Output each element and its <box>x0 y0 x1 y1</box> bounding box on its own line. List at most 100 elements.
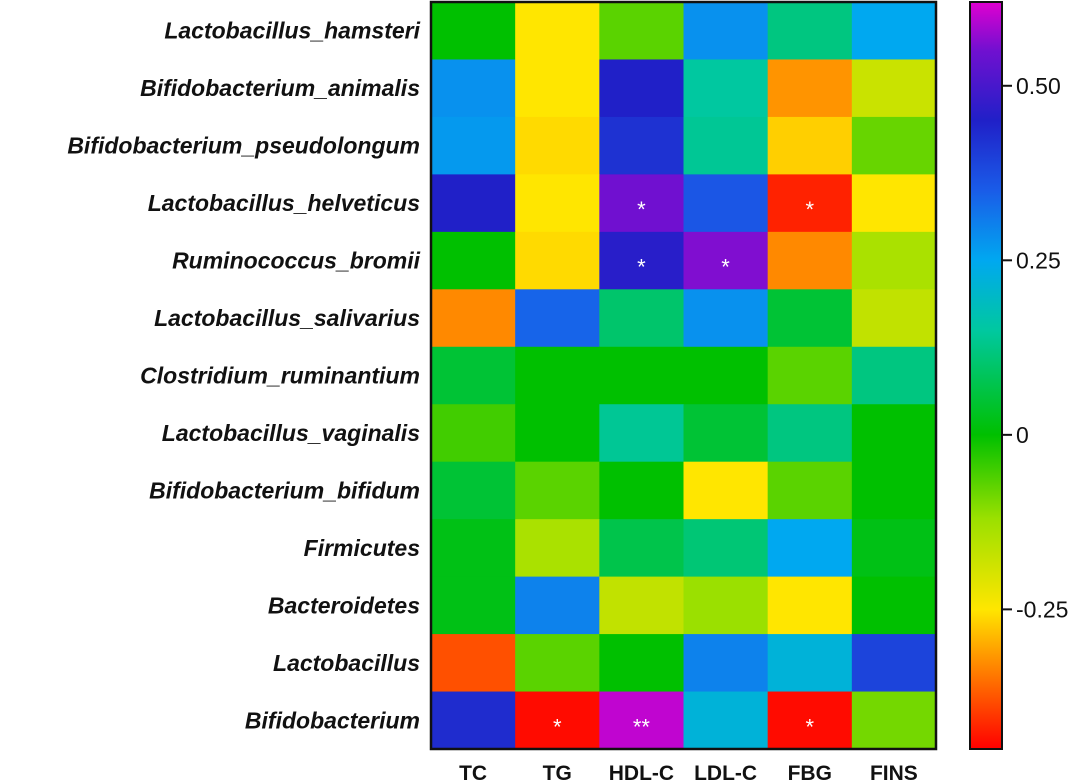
heatmap-cell <box>599 346 685 405</box>
heatmap-cell <box>431 289 516 348</box>
heatmap-cell <box>431 346 516 405</box>
heatmap-cell <box>683 519 769 578</box>
heatmap-cell <box>431 174 516 233</box>
colorbar-tick-label: -0.25 <box>1016 596 1068 622</box>
heatmap-cell <box>515 116 600 175</box>
heatmap-cell <box>851 2 937 61</box>
colorbar: 0.50 0.25 0 -0.25 <box>969 1 1068 750</box>
row-label: Bifidobacterium_pseudolongum <box>67 133 420 159</box>
column-label: FBG <box>788 762 832 784</box>
heatmap-cell <box>683 59 769 118</box>
heatmap-cell <box>683 461 769 520</box>
heatmap-cell <box>515 59 600 118</box>
heatmap-cell <box>851 519 937 578</box>
heatmap-cell <box>851 461 937 520</box>
heatmap-cell <box>683 289 769 348</box>
heatmap-cell <box>767 519 853 578</box>
heatmap-cell <box>599 59 685 118</box>
heatmap-cell <box>599 174 685 233</box>
heatmap-cell <box>515 346 600 405</box>
row-label: Clostridium_ruminantium <box>140 363 420 389</box>
significance-mark: * <box>637 255 646 280</box>
heatmap-cell <box>599 2 685 61</box>
heatmap-cell <box>851 346 937 405</box>
heatmap-cell <box>515 691 600 750</box>
heatmap-cell <box>431 231 516 290</box>
heatmap-cell <box>851 691 937 750</box>
heatmap-cell <box>851 576 937 635</box>
significance-mark: * <box>721 255 730 280</box>
heatmap-cell <box>683 174 769 233</box>
heatmap-cell <box>683 634 769 693</box>
heatmap-cell <box>767 404 853 463</box>
heatmap-cell <box>851 116 937 175</box>
row-label: Bacteroidetes <box>268 592 420 618</box>
heatmap-cell <box>767 576 853 635</box>
heatmap-cell <box>683 346 769 405</box>
heatmap-cell <box>767 174 853 233</box>
colorbar-tick-label: 0 <box>1016 422 1029 448</box>
heatmap-cells <box>431 2 937 750</box>
column-label: HDL-C <box>609 762 674 784</box>
heatmap-cell <box>599 691 685 750</box>
row-label: Firmicutes <box>304 535 420 561</box>
column-label: TC <box>459 762 487 784</box>
heatmap-cell <box>851 289 937 348</box>
row-label: Lactobacillus_salivarius <box>154 305 420 331</box>
column-labels: TC TG HDL-C LDL-C FBG FINS <box>459 762 918 784</box>
heatmap-cell <box>683 231 769 290</box>
heatmap-cell <box>515 404 600 463</box>
heatmap-cell <box>767 461 853 520</box>
heatmap-cell <box>851 634 937 693</box>
column-label: FINS <box>870 762 918 784</box>
heatmap-cell <box>515 576 600 635</box>
heatmap-cell <box>683 116 769 175</box>
significance-mark: ** <box>633 714 651 739</box>
heatmap-cell <box>515 461 600 520</box>
column-label: TG <box>543 762 572 784</box>
heatmap-cell <box>767 634 853 693</box>
heatmap-cell <box>431 519 516 578</box>
heatmap-cell <box>599 461 685 520</box>
heatmap-cell <box>431 59 516 118</box>
heatmap-cell <box>431 634 516 693</box>
heatmap-cell <box>431 576 516 635</box>
heatmap-cell <box>515 634 600 693</box>
heatmap-cell <box>683 404 769 463</box>
row-label: Bifidobacterium_animalis <box>140 75 420 101</box>
heatmap-cell <box>515 231 600 290</box>
row-label: Lactobacillus <box>273 650 420 676</box>
heatmap-cell <box>851 231 937 290</box>
heatmap-cell <box>683 576 769 635</box>
heatmap-cell <box>683 2 769 61</box>
significance-marks: * ** ** ** * <box>553 197 815 739</box>
row-labels: Lactobacillus_hamsteri Bifidobacterium_an… <box>67 18 420 734</box>
heatmap-cell <box>767 289 853 348</box>
heatmap-border <box>429 0 938 751</box>
heatmap-cell <box>515 289 600 348</box>
heatmap-cell <box>599 289 685 348</box>
colorbar-tick-label: 0.50 <box>1016 73 1061 99</box>
row-label: Ruminococcus_bromii <box>172 248 421 274</box>
row-label: Lactobacillus_helveticus <box>148 190 420 216</box>
heatmap-cell <box>431 691 516 750</box>
colorbar-tick-label: 0.25 <box>1016 247 1061 273</box>
row-label: Bifidobacterium <box>245 707 420 733</box>
heatmap-cell <box>767 116 853 175</box>
heatmap-cell <box>683 691 769 750</box>
heatmap-cell <box>767 691 853 750</box>
heatmap-cell <box>515 519 600 578</box>
heatmap-cell <box>599 634 685 693</box>
heatmap-cell <box>851 174 937 233</box>
heatmap-cell <box>431 404 516 463</box>
heatmap-cell <box>767 231 853 290</box>
significance-mark: * <box>805 197 814 222</box>
heatmap-cell <box>515 174 600 233</box>
heatmap-cell <box>851 404 937 463</box>
heatmap-cell <box>599 116 685 175</box>
significance-mark: * <box>805 714 814 739</box>
row-label: Lactobacillus_hamsteri <box>164 18 420 44</box>
row-label: Lactobacillus_vaginalis <box>162 420 420 446</box>
heatmap-cell <box>767 2 853 61</box>
